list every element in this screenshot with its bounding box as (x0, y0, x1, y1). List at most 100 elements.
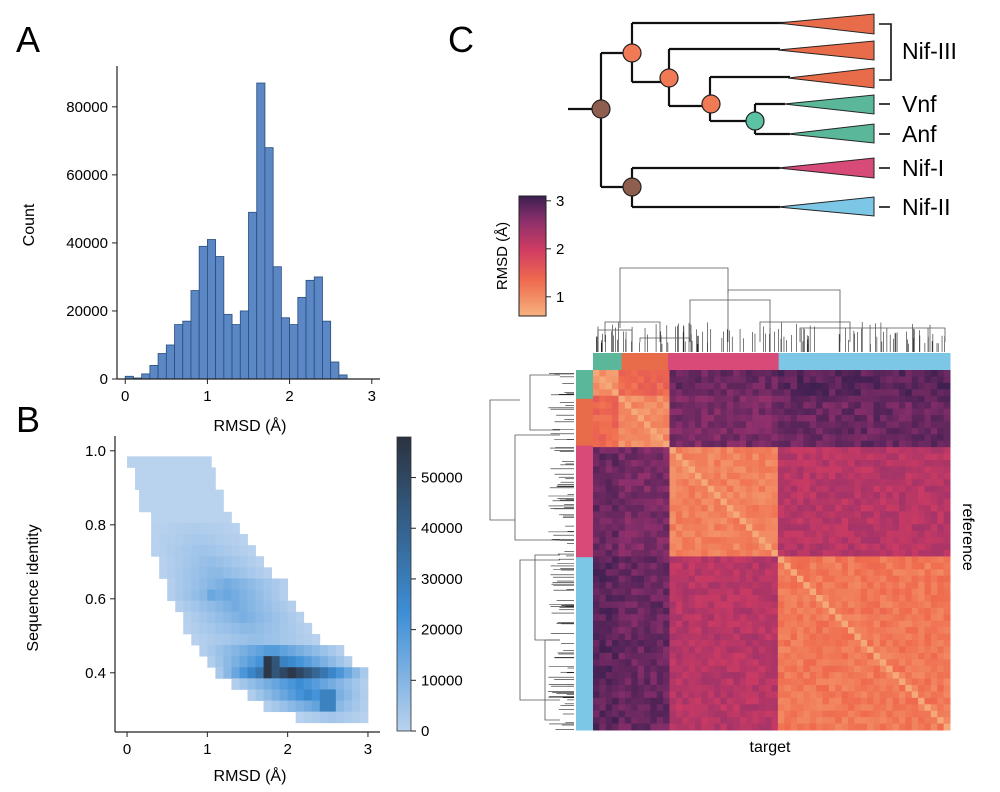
matrix-cell (726, 370, 734, 377)
matrix-cell (605, 710, 613, 718)
matrix-cell (828, 466, 836, 474)
matrix-cell (682, 588, 690, 596)
matrix-cell (720, 460, 728, 467)
matrix-cell (899, 460, 906, 467)
matrix-cell (624, 704, 632, 712)
matrix-cell (650, 607, 658, 615)
matrix-cell (752, 640, 760, 647)
matrix-cell (720, 524, 728, 532)
matrix-cell (637, 415, 645, 422)
matrix-cell (746, 685, 753, 692)
matrix-cell (605, 595, 613, 602)
matrix-cell (631, 421, 639, 429)
matrix-cell (777, 460, 785, 467)
matrix-cell (682, 582, 690, 590)
matrix-cell (637, 492, 645, 500)
matrix-cell (720, 402, 728, 410)
matrix-cell (695, 389, 702, 397)
matrix-cell (656, 370, 664, 377)
top-dendro-branch (689, 299, 771, 342)
matrix-cell (682, 472, 690, 480)
matrix-cell (675, 460, 683, 467)
matrix-cell (675, 633, 683, 641)
matrix-cell (816, 530, 823, 538)
matrix-cell (746, 466, 753, 474)
matrix-cell (828, 498, 836, 506)
density-cell (139, 500, 148, 513)
matrix-cell (739, 717, 747, 725)
matrix-cell (828, 704, 836, 712)
matrix-cell (784, 402, 792, 410)
matrix-cell (905, 550, 913, 557)
matrix-cell (637, 646, 645, 654)
matrix-cell (835, 704, 843, 712)
matrix-cell (848, 595, 855, 602)
matrix-cell (669, 382, 677, 390)
matrix-cell (879, 562, 887, 570)
matrix-cell (828, 395, 836, 403)
matrix-cell (835, 595, 843, 602)
matrix-cell (848, 466, 855, 474)
matrix-cell (848, 665, 855, 673)
matrix-cell (803, 524, 811, 532)
matrix-cell (886, 569, 894, 577)
matrix-cell (860, 646, 868, 654)
panel-label-c: C (448, 19, 474, 60)
matrix-cell (803, 479, 811, 487)
matrix-cell (593, 498, 600, 506)
matrix-cell (867, 652, 874, 660)
matrix-cell (599, 614, 607, 622)
matrix-cell (631, 440, 639, 448)
matrix-cell (918, 466, 925, 474)
matrix-cell (656, 453, 664, 461)
matrix-cell (695, 659, 702, 667)
matrix-cell (784, 556, 792, 564)
matrix-cell (930, 633, 938, 641)
matrix-cell (663, 601, 670, 609)
matrix-cell (726, 550, 734, 557)
matrix-cell (618, 562, 626, 570)
matrix-cell (593, 582, 600, 590)
matrix-cell (675, 421, 683, 429)
hist-bar (305, 279, 315, 380)
matrix-cell (899, 408, 906, 416)
matrix-cell (669, 569, 677, 577)
matrix-cell (905, 665, 913, 673)
matrix-cell (816, 723, 823, 731)
matrix-cell (675, 614, 683, 622)
matrix-cell (924, 582, 932, 590)
matrix-cell (854, 479, 862, 487)
matrix-cell (822, 672, 830, 680)
matrix-cell (867, 440, 874, 448)
matrix-cell (707, 447, 715, 455)
matrix-cell (797, 640, 804, 647)
matrix-cell (803, 697, 811, 705)
density-cell (151, 522, 160, 535)
matrix-cell (758, 472, 766, 480)
matrix-cell (612, 646, 619, 654)
matrix-cell (612, 601, 619, 609)
matrix-cell (663, 402, 670, 410)
matrix-cell (784, 543, 792, 551)
matrix-cell (860, 569, 868, 577)
matrix-cell (650, 382, 658, 390)
matrix-cell (637, 627, 645, 635)
matrix-cell (937, 640, 945, 647)
matrix-cell (790, 633, 798, 641)
matrix-cell (816, 382, 823, 390)
label-anf: Anf (902, 121, 937, 147)
matrix-cell (688, 697, 696, 705)
matrix-cell (835, 685, 843, 692)
density-cell (159, 534, 168, 546)
matrix-cell (631, 447, 639, 455)
matrix-cell (650, 665, 658, 673)
matrix-cell (765, 530, 772, 538)
matrix-cell (605, 620, 613, 628)
matrix-cell (777, 723, 785, 731)
matrix-cell (733, 537, 741, 545)
matrix-cell (937, 659, 945, 667)
matrix-cell (656, 395, 664, 403)
matrix-cell (873, 427, 881, 435)
matrix-cell (777, 408, 785, 416)
matrix-cell (918, 691, 925, 699)
